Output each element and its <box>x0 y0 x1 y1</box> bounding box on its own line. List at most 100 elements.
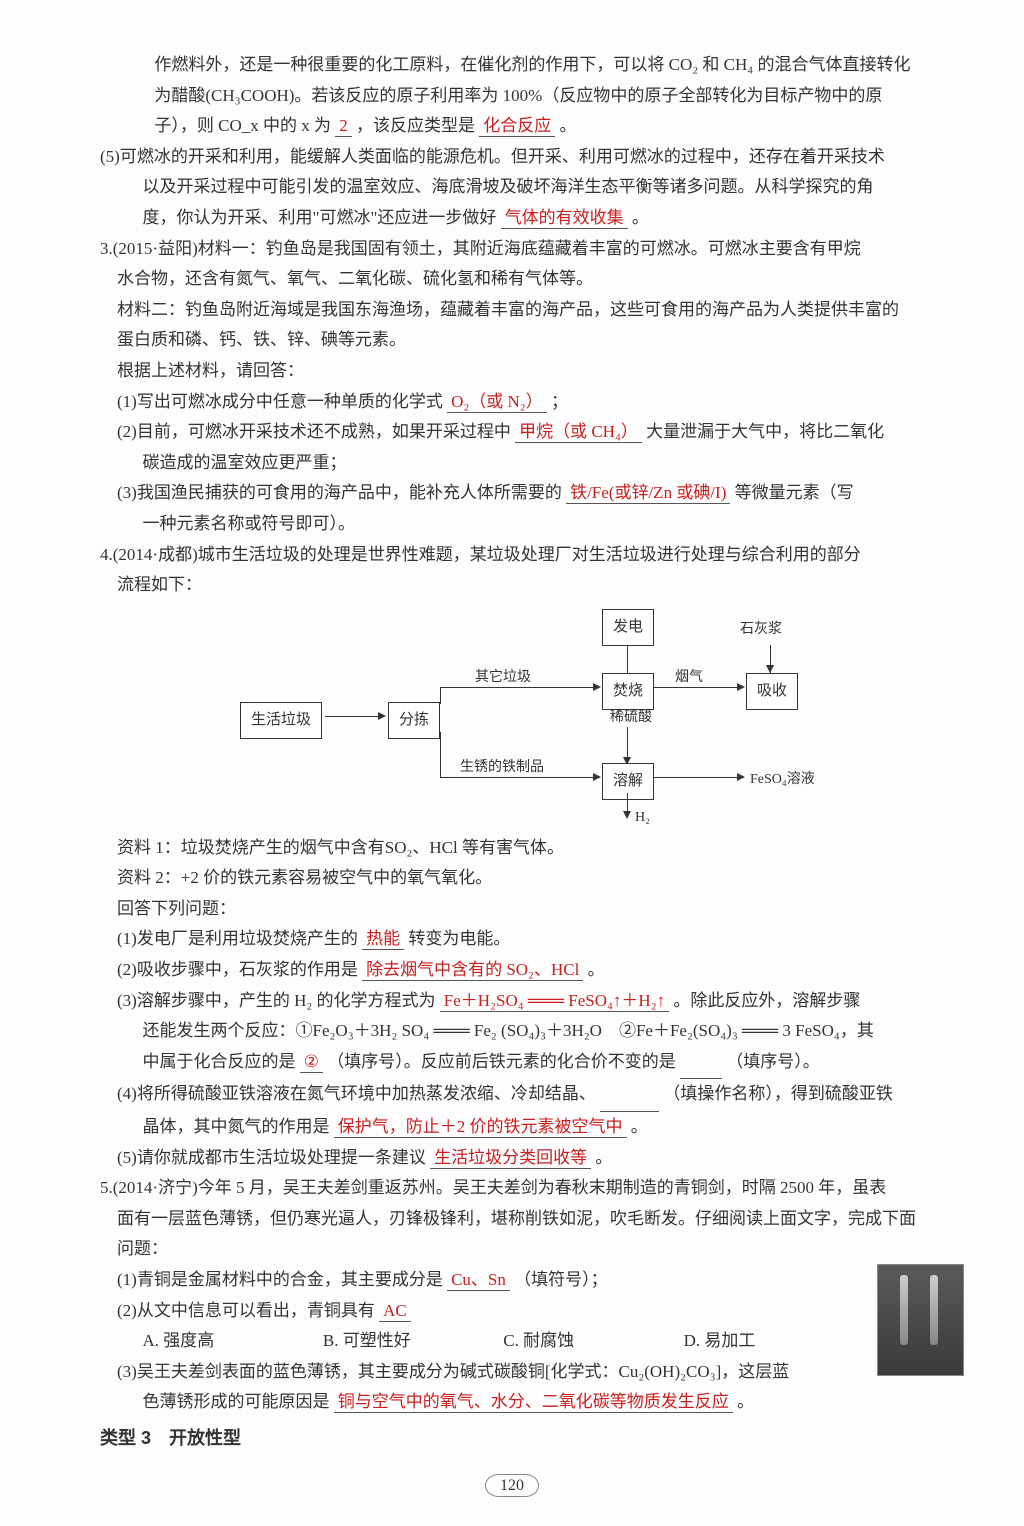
q4-head: 4.(2014·成都)城市生活垃圾的处理是世界性难题，某垃圾处理厂对生活垃圾进行… <box>100 540 964 571</box>
box-sort: 分拣 <box>388 702 440 739</box>
q4-s3c: 还能发生两个反应：①Fe₂O₃＋3H₂ SO₄ ═══ Fe₂ (SO₄)₃＋3… <box>100 1016 964 1047</box>
text: ； <box>551 392 568 411</box>
answer-equation: Fe＋H₂SO₄ ═══ FeSO₄↑＋H₂↑ <box>440 991 669 1012</box>
arrowhead-icon <box>593 773 601 781</box>
arrowhead-icon <box>766 665 774 673</box>
text: 色薄锈形成的可能原因是 <box>143 1392 330 1411</box>
text: 大量泄漏于大气中，将比二氧化 <box>646 422 884 441</box>
box-dissolve: 溶解 <box>602 763 654 800</box>
label-feso4: FeSO₄溶液 <box>750 767 815 792</box>
arrowhead-icon <box>593 683 601 691</box>
box-waste: 生活垃圾 <box>240 702 322 739</box>
text: 。 <box>632 208 649 227</box>
q5-l2: 面有一层蓝色薄锈，但仍寒光逼人，刃锋极锋利，堪称削铁如泥，吹毛断发。仔细阅读上面… <box>100 1204 964 1235</box>
page-number-label: 120 <box>485 1474 539 1497</box>
line <box>440 687 441 704</box>
q4-res2: 资料 2：+2 价的铁元素容易被空气中的氧气氧化。 <box>100 863 964 894</box>
q4-s4: (4)将所得硫酸亚铁溶液在氮气环境中加热蒸发浓缩、冷却结晶、 （填操作名称），得… <box>100 1079 964 1112</box>
line <box>440 732 441 777</box>
sword-image <box>877 1264 964 1376</box>
text: 。 <box>595 1148 612 1167</box>
option-a: A. 强度高 <box>143 1326 323 1357</box>
text: （填序号）。反应前后铁元素的化合价不变的是 <box>327 1052 676 1071</box>
answer-formula: O₂（或 N₂） <box>447 392 547 413</box>
arrowhead-icon <box>378 712 386 720</box>
option-c: C. 耐腐蚀 <box>503 1326 683 1357</box>
text: 晶体，其中氮气的作用是 <box>143 1117 330 1136</box>
q5-s3a: (3)吴王夫差剑表面的蓝色薄锈，其主要成分为碱式碳酸铜[化学式：Cu₂(OH)₂… <box>100 1357 964 1388</box>
q5-s2: (2)从文中信息可以看出，青铜具有 AC <box>100 1296 964 1327</box>
text: 。 <box>737 1392 754 1411</box>
q4-s2: (2)吸收步骤中，石灰浆的作用是 除去烟气中含有的 SO₂、HCl 。 <box>100 955 964 986</box>
text: （填符号）； <box>514 1270 608 1289</box>
text: (2)从文中信息可以看出，青铜具有 <box>117 1301 375 1320</box>
q3-head: 3.(2015·益阳)材料一：钓鱼岛是我国固有领土，其附近海底蕴藏着丰富的可燃冰… <box>100 234 964 265</box>
top-line-1: 作燃料外，还是一种很重要的化工原料，在催化剂的作用下，可以将 CO₂ 和 CH₄… <box>100 50 964 81</box>
box-absorb: 吸收 <box>746 673 798 710</box>
text: (2)目前，可燃冰开采技术还不成熟，如果开采过程中 <box>117 422 511 441</box>
text: 等微量元素（写 <box>735 483 854 502</box>
q5-s1: (1)青铜是金属材料中的合金，其主要成分是 Cu、Sn （填符号）； <box>100 1265 964 1296</box>
arrowhead-icon <box>737 773 745 781</box>
blank <box>680 1047 722 1080</box>
text: （填序号）。 <box>726 1052 820 1071</box>
answer-cusn: Cu、Sn <box>447 1270 510 1291</box>
text: 转变为电能。 <box>408 929 510 948</box>
text: (2)吸收步骤中，石灰浆的作用是 <box>117 960 358 979</box>
top-5a: (5)可燃冰的开采和利用，能缓解人类面临的能源危机。但开采、利用可燃冰的过程中，… <box>100 142 964 173</box>
q4-s5: (5)请你就成都市生活垃圾处理提一条建议 生活垃圾分类回收等 。 <box>100 1143 964 1174</box>
answer-collect: 气体的有效收集 <box>501 208 628 229</box>
answer-methane: 甲烷（或 CH₄） <box>515 422 642 443</box>
text: 。除此反应外，溶解步骤 <box>673 991 860 1010</box>
q5-l3: 问题： <box>100 1234 964 1265</box>
text: (1)青铜是金属材料中的合金，其主要成分是 <box>117 1270 443 1289</box>
text: (4)将所得硫酸亚铁溶液在氮气环境中加热蒸发浓缩、冷却结晶、 <box>117 1084 596 1103</box>
q3-l5: 根据上述材料，请回答： <box>100 356 964 387</box>
text: （填操作名称），得到硫酸亚铁 <box>663 1084 893 1103</box>
option-b: B. 可塑性好 <box>323 1326 503 1357</box>
text: (5)请你就成都市生活垃圾处理提一条建议 <box>117 1148 426 1167</box>
top-line-2b: 子），则 CO_x 中的 x 为 2 ，该反应类型是 化合反应 。 <box>100 111 964 142</box>
q3-s3c: 一种元素名称或符号即可）。 <box>100 509 964 540</box>
box-power: 发电 <box>602 609 654 646</box>
q3-l4: 蛋白质和磷、钙、铁、锌、碘等元素。 <box>100 325 964 356</box>
text: (3)我国渔民捕获的可食用的海产品中，能补充人体所需要的 <box>117 483 562 502</box>
answer-heat: 热能 <box>362 929 404 950</box>
line <box>654 777 739 778</box>
text: (1)发电厂是利用垃圾焚烧产生的 <box>117 929 358 948</box>
q5-options: A. 强度高 B. 可塑性好 C. 耐腐蚀 D. 易加工 <box>100 1326 964 1357</box>
label-other: 其它垃圾 <box>475 665 531 690</box>
arrowhead-icon <box>737 683 745 691</box>
text: 中属于化合反应的是 <box>143 1052 296 1071</box>
text: (3)溶解步骤中，产生的 H₂ 的化学方程式为 <box>117 991 436 1010</box>
text: 。 <box>588 960 605 979</box>
line <box>627 727 628 759</box>
text: 度，你认为开采、利用"可燃冰"还应进一步做好 <box>143 208 497 227</box>
q5-s3b: 色薄锈形成的可能原因是 铜与空气中的氧气、水分、二氧化碳等物质发生反应 。 <box>100 1387 964 1418</box>
blank <box>600 1079 659 1112</box>
text: (1)写出可燃冰成分中任意一种单质的化学式 <box>117 392 443 411</box>
top-line-2a: 为醋酸(CH₃COOH)。若该反应的原子利用率为 100%（反应物中的原子全部转… <box>100 81 964 112</box>
label-acid: 稀硫酸 <box>610 705 652 730</box>
text: ，该反应类型是 <box>356 116 475 135</box>
text: 。 <box>560 116 577 135</box>
section-header: 类型 3 开放性型 <box>100 1422 964 1454</box>
line <box>627 645 628 673</box>
q3-s1: (1)写出可燃冰成分中任意一种单质的化学式 O₂（或 N₂） ； <box>100 387 964 418</box>
q4-s3: (3)溶解步骤中，产生的 H₂ 的化学方程式为 Fe＋H₂SO₄ ═══ FeS… <box>100 986 964 1017</box>
q3-l2: 水合物，还含有氮气、氧气、二氧化碳、硫化氢和稀有气体等。 <box>100 264 964 295</box>
sword-shape <box>900 1275 908 1345</box>
q3-s2: (2)目前，可燃冰开采技术还不成熟，如果开采过程中 甲烷（或 CH₄） 大量泄漏… <box>100 417 964 448</box>
text: 子），则 CO_x 中的 x 为 <box>154 116 331 135</box>
q3-l3: 材料二：钓鱼岛附近海域是我国东海渔场，蕴藏着丰富的海产品，这些可食用的海产品为人… <box>100 295 964 326</box>
page-number: 120 <box>485 1472 539 1501</box>
sword-shape <box>930 1275 938 1345</box>
answer-element: 铁/Fe(或锌/Zn 或碘/I) <box>566 483 730 504</box>
top-5b: 以及开采过程中可能引发的温室效应、海底滑坡及破坏海洋生态平衡等诸多问题。从科学探… <box>100 172 964 203</box>
q4-anshdr: 回答下列问题： <box>100 894 964 925</box>
text: 。 <box>631 1117 648 1136</box>
q5-head: 5.(2014·济宁)今年 5 月，吴王夫差剑重返苏州。吴王夫差剑为春秋末期制造… <box>100 1173 964 1204</box>
q4-s4c: 晶体，其中氮气的作用是 保护气，防止＋2 价的铁元素被空气中 。 <box>100 1112 964 1143</box>
answer-suggest: 生活垃圾分类回收等 <box>430 1148 591 1169</box>
q4-res1: 资料 1：垃圾焚烧产生的烟气中含有SO₂、HCl 等有害气体。 <box>100 833 964 864</box>
